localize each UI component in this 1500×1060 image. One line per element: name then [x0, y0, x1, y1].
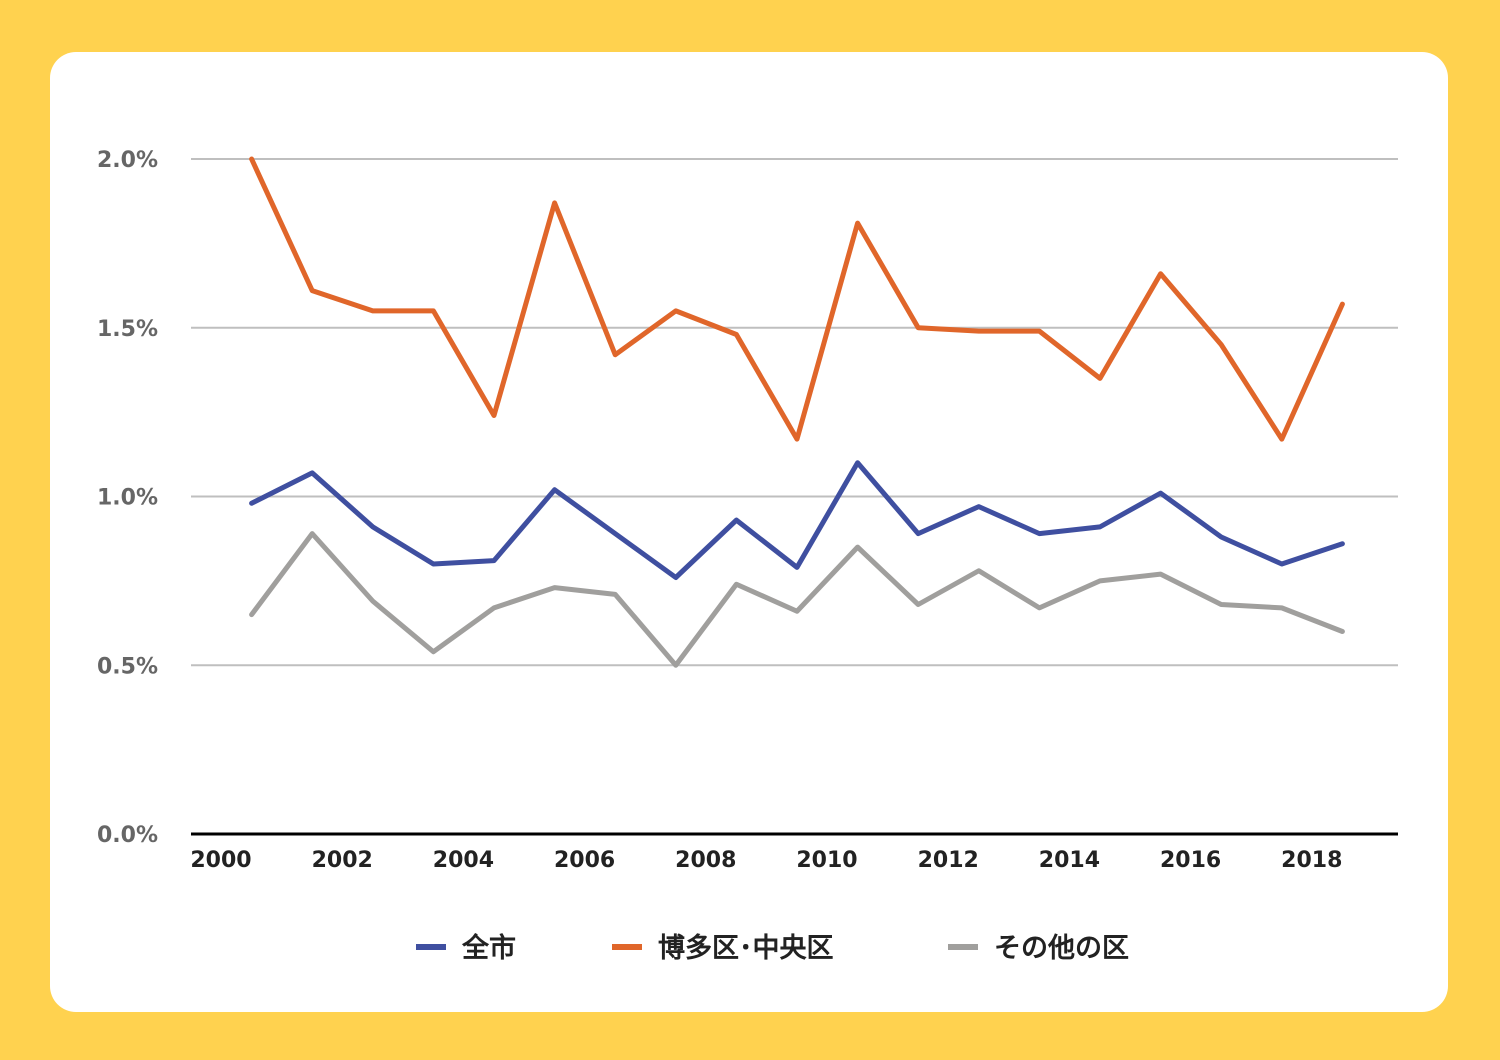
- x-tick-label: 2010: [796, 848, 857, 873]
- x-tick-label: 2002: [312, 848, 373, 873]
- series-line-1: [249, 156, 1345, 442]
- legend-label-1: 博多区･中央区: [658, 932, 834, 964]
- y-tick-label: 0.0%: [97, 823, 158, 848]
- y-tick-label: 0.5%: [97, 654, 158, 679]
- x-tick-label: 2016: [1160, 848, 1221, 873]
- y-axis-tick-labels: 0.0% 0.5% 1.0% 1.5% 2.0%: [97, 148, 158, 848]
- legend-label-2: その他の区: [994, 933, 1129, 964]
- x-tick-label: 2008: [675, 848, 736, 873]
- legend-label-0: 全市: [461, 932, 516, 964]
- x-tick-label: 2012: [918, 848, 979, 873]
- x-tick-label: 2018: [1281, 848, 1342, 873]
- series-line-2: [249, 531, 1345, 668]
- grid-lines: [191, 158, 1398, 667]
- y-tick-label: 1.0%: [97, 486, 158, 511]
- x-tick-label: 2014: [1039, 848, 1100, 873]
- x-tick-label: 2004: [433, 848, 494, 873]
- x-tick-label: 2006: [554, 848, 615, 873]
- chart-card: 0.0% 0.5% 1.0% 1.5% 2.0% 2000 2002 2004 2006 200…: [50, 52, 1448, 1012]
- x-axis-tick-labels: 2000 2002 2004 2006 2008 2010 2012 2014 2016 2018: [190, 848, 1342, 873]
- y-tick-label: 1.5%: [97, 317, 158, 342]
- legend: 全市 博多区･中央区 その他の区: [416, 932, 1129, 964]
- x-tick-label: 2000: [190, 848, 251, 873]
- line-chart: 0.0%0.5%1.0%1.5%2.0% 2000 2002 2004 2006 200…: [97, 148, 1398, 964]
- y-tick-label: 2.0%: [97, 148, 158, 173]
- series-lines: [249, 156, 1345, 668]
- series-line-0: [249, 460, 1345, 580]
